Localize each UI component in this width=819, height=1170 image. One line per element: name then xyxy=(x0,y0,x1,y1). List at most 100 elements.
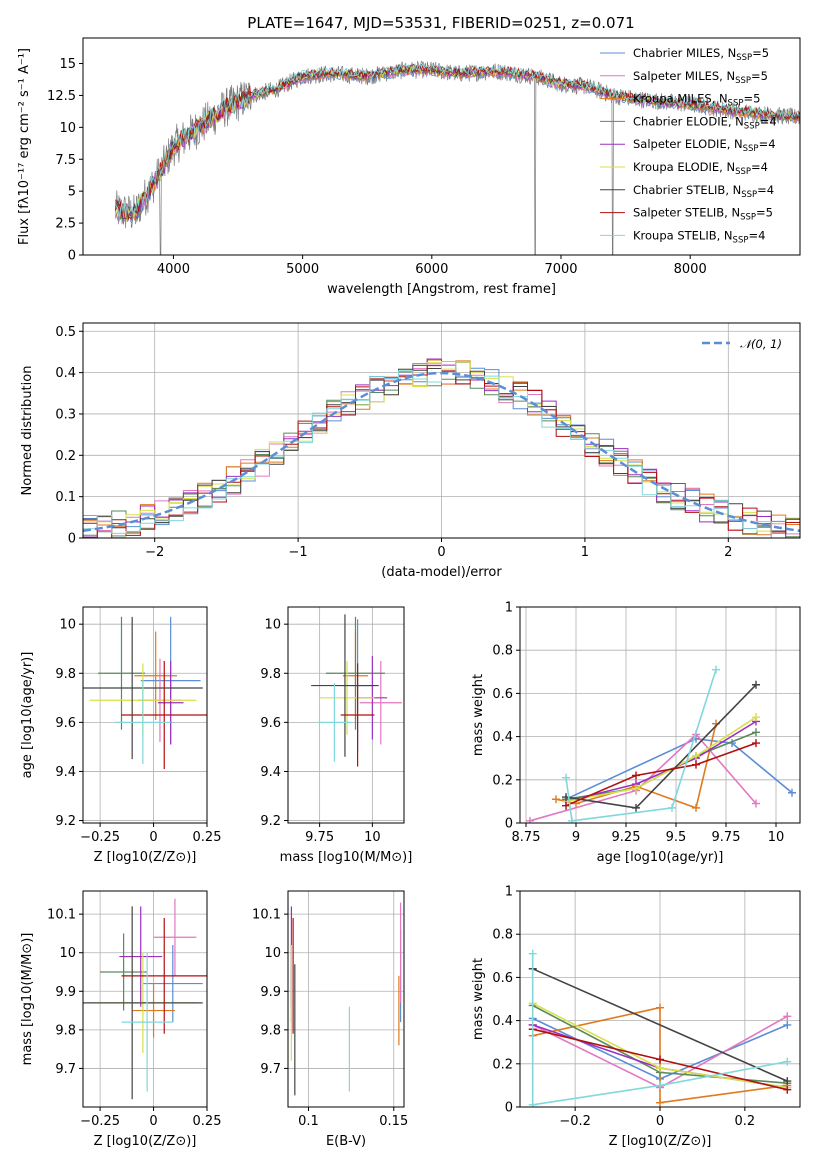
x-tick-label: 4000 xyxy=(157,262,190,277)
weight-marker xyxy=(752,728,760,737)
y-tick-label: 0 xyxy=(505,817,513,832)
weight-marker xyxy=(712,665,720,674)
y-tick-label: 0 xyxy=(68,249,76,264)
panels: 4000 5000 6000 7000 800002.557.51012.515wave… xyxy=(17,37,801,1149)
y-tick-label: 10 xyxy=(264,946,281,961)
weight-marker xyxy=(692,760,700,769)
plot-area xyxy=(528,949,792,1107)
weight-marker xyxy=(788,788,796,797)
weight-marker xyxy=(783,1077,792,1086)
y-tick-label: 0.4 xyxy=(492,730,513,745)
y-tick-label: 9.6 xyxy=(260,716,281,731)
legend-label: Chabrier STELIB, NSSP=4 xyxy=(633,183,774,200)
y-tick-label: 0.6 xyxy=(492,971,513,986)
y-tick-label: 2.5 xyxy=(55,217,76,232)
weight-line xyxy=(565,720,757,803)
plot-area xyxy=(83,898,207,1100)
x-tick-label: 7000 xyxy=(544,262,577,277)
legend-label: Kroupa ELODIE, NSSP=4 xyxy=(633,160,768,177)
weight-marker xyxy=(526,816,534,823)
y-axis-label: mass weight xyxy=(471,674,486,756)
weight-line xyxy=(531,953,788,1106)
y-tick-label: 9.4 xyxy=(55,765,76,780)
legend-label: Salpeter MILES, NSSP=5 xyxy=(633,69,768,86)
panel-spectrum: 4000 5000 6000 7000 8000 0 2.5 5 7.5 10 12.5 15 wave… xyxy=(17,37,801,297)
weight-line xyxy=(532,1006,788,1104)
y-tick-label: 9.8 xyxy=(260,1023,281,1038)
weight-marker xyxy=(752,799,760,808)
x-tick-label: 0 xyxy=(437,545,445,560)
x-axis-label: mass [log10(M/M⊙)] xyxy=(280,850,413,865)
weight-marker xyxy=(632,784,640,793)
legend-label: Chabrier ELODIE, NSSP=4 xyxy=(633,114,777,131)
histogram-step-line xyxy=(83,361,800,538)
weight-marker xyxy=(692,752,700,761)
figure-title: PLATE=1647, MJD=53531, FIBERID=0251, z=0… xyxy=(247,14,634,32)
y-tick-label: 1 xyxy=(505,601,513,616)
x-tick-label: 0.2 xyxy=(735,1114,756,1129)
normal-curve xyxy=(83,371,800,533)
panel-age-vs-z: −0.25 0 0.25 9.2 9.4 9.6 9.8 10 Z [log10(Z/Z⊙)] a… xyxy=(20,606,221,865)
weight-marker xyxy=(528,949,537,958)
weight-marker xyxy=(752,680,760,689)
x-axis-label: (data-model)/error xyxy=(381,565,502,580)
axes-frame xyxy=(287,890,405,1108)
axes-frame xyxy=(82,322,801,539)
y-tick-label: 10.1 xyxy=(252,908,281,923)
axes-frame xyxy=(519,606,801,824)
weight-line xyxy=(532,968,788,1082)
weight-marker xyxy=(783,1057,792,1066)
x-tick-label: 8000 xyxy=(674,262,707,277)
x-tick-label: 9.25 xyxy=(612,830,641,845)
y-tick-label: 0.3 xyxy=(55,407,76,422)
y-axis-label: mass [log10(M/M⊙)] xyxy=(20,933,35,1066)
y-tick-label: 5 xyxy=(68,185,76,200)
weight-marker xyxy=(656,1055,664,1064)
weight-marker xyxy=(752,713,760,722)
panel-weight-vs-z: −0.2 0 0.2 0 0.2 0.4 0.6 0.8 1 Z [log10(Z/Z⊙)] mas… xyxy=(471,885,801,1149)
y-tick-label: 9.9 xyxy=(55,985,76,1000)
x-tick-label: 0.15 xyxy=(379,1114,408,1129)
y-tick-label: 0.6 xyxy=(492,687,513,702)
plot-area xyxy=(114,60,800,255)
y-tick-label: 0.2 xyxy=(55,449,76,464)
x-axis-label: Z [log10(Z/Z⊙)] xyxy=(94,1134,197,1149)
plot-area xyxy=(526,665,796,823)
x-axis-label: wavelength [Angstrom, rest frame] xyxy=(327,282,556,297)
x-tick-label: 6000 xyxy=(415,262,448,277)
y-tick-label: 9.4 xyxy=(260,765,281,780)
legend-label: Salpeter STELIB, NSSP=5 xyxy=(633,206,773,223)
weight-marker xyxy=(632,771,640,780)
spectrum-model-line xyxy=(114,62,800,218)
x-tick-label: −1 xyxy=(289,545,308,560)
axes-frame xyxy=(82,606,208,824)
x-tick-label: 10 xyxy=(364,830,381,845)
x-tick-label: −0.2 xyxy=(559,1114,591,1129)
weight-marker xyxy=(562,801,570,810)
legend-label: Kroupa MILES, NSSP=5 xyxy=(633,92,760,109)
weight-marker xyxy=(668,803,676,812)
y-tick-label: 9.2 xyxy=(55,814,76,829)
x-tick-label: 2 xyxy=(724,545,732,560)
legend-label: Kroupa STELIB, NSSP=4 xyxy=(633,228,765,245)
y-tick-label: 1 xyxy=(505,885,513,900)
weight-marker xyxy=(528,1100,537,1107)
axes-frame xyxy=(519,890,801,1108)
y-tick-label: 9.8 xyxy=(55,1023,76,1038)
x-tick-label: −0.25 xyxy=(80,830,120,845)
x-tick-label: −2 xyxy=(145,545,164,560)
y-tick-label: 0 xyxy=(505,1101,513,1116)
y-tick-label: 9.8 xyxy=(260,667,281,682)
x-tick-label: 9.75 xyxy=(305,830,334,845)
y-tick-label: 0.8 xyxy=(492,644,513,659)
plot-area xyxy=(311,614,402,767)
panel-mass-vs-ebv: 0.1 0.15 9.7 9.8 9.9 10 10.1 E(B-V) xyxy=(252,890,408,1149)
y-axis-label: age [log10(age/yr)] xyxy=(20,652,35,779)
x-tick-label: 0.25 xyxy=(193,1114,222,1129)
y-tick-label: 0.5 xyxy=(55,325,76,340)
x-tick-label: 0 xyxy=(149,1114,157,1129)
x-tick-label: 1 xyxy=(581,545,589,560)
y-tick-label: 10 xyxy=(59,946,76,961)
